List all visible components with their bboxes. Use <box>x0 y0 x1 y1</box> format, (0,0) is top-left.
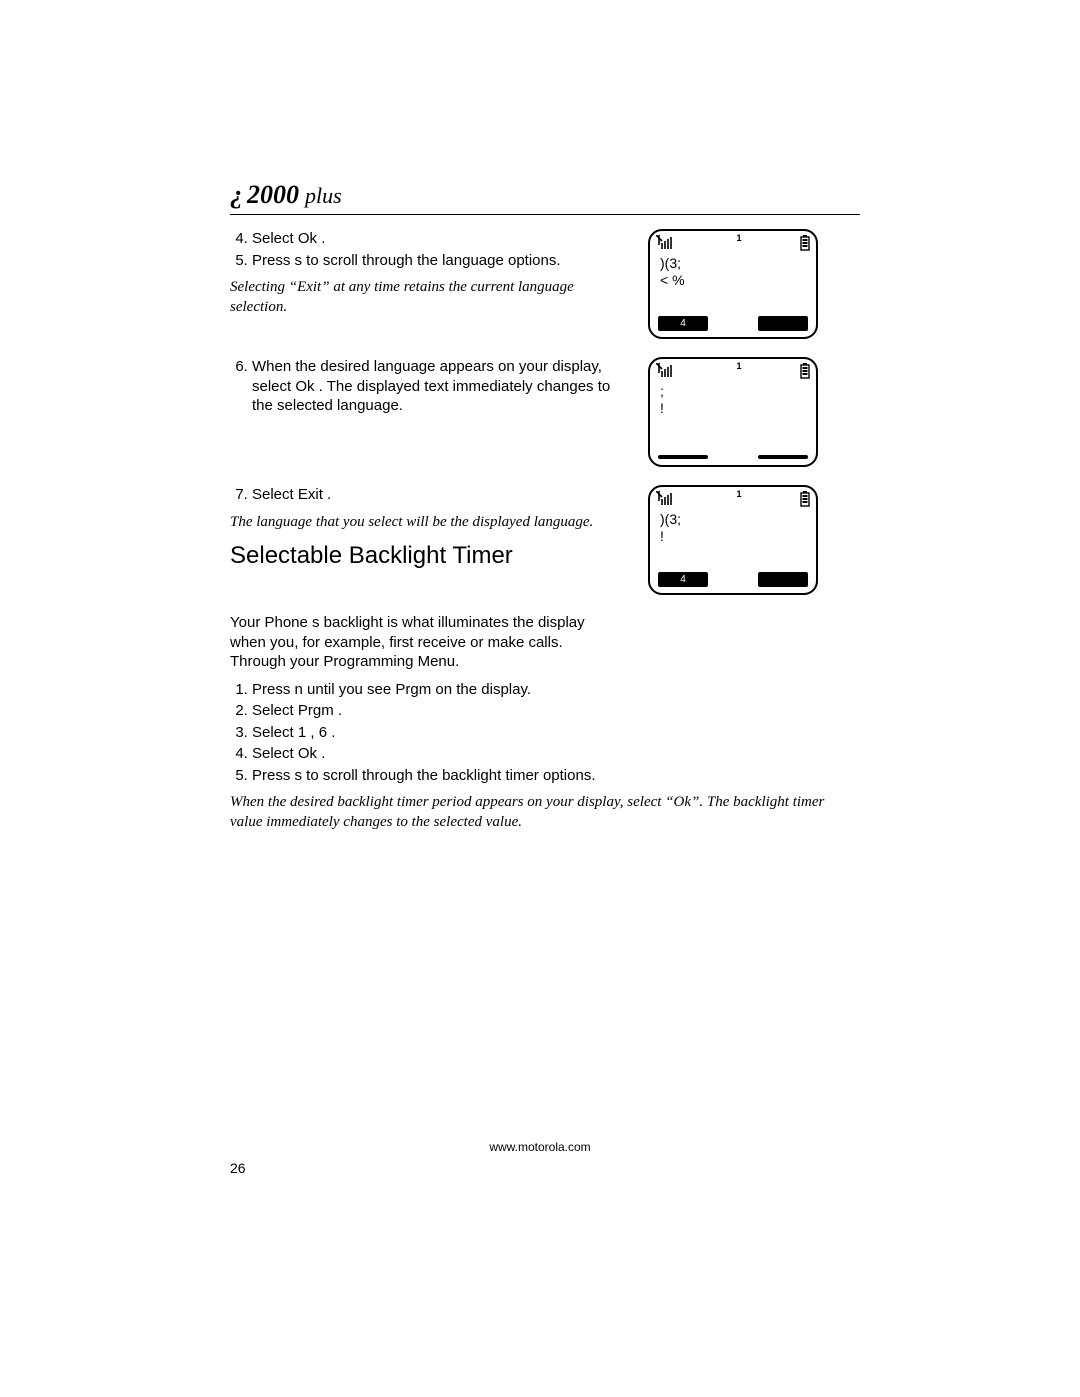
battery-icon <box>800 491 810 507</box>
indicator-1: 1 <box>736 233 741 243</box>
phone-screen-1: 1 )(3; < % 4 <box>648 229 818 339</box>
signal-icon <box>656 363 678 377</box>
left-col-1: Select Ok . Press s to scroll through th… <box>230 229 630 357</box>
content-area: ¿ 2000 plus Select Ok . Press s to scrol… <box>230 180 860 842</box>
screen-line-2: ! <box>660 528 806 545</box>
phone-screen-2: 1 ; ! <box>648 357 818 467</box>
screen-body: )(3; < % <box>660 255 806 289</box>
logo-number: 2000 <box>247 180 299 210</box>
row-1: Select Ok . Press s to scroll through th… <box>230 229 860 357</box>
indicator-1: 1 <box>736 489 741 499</box>
header-rule <box>230 214 860 215</box>
softkey-left <box>658 455 708 459</box>
softkey-left: 4 <box>658 572 708 587</box>
screen-line-1: ; <box>660 383 806 400</box>
battery-icon <box>800 235 810 251</box>
status-bar: 1 <box>656 491 810 509</box>
step-6: When the desired language appears on you… <box>252 357 630 416</box>
screen-body: ; ! <box>660 383 806 417</box>
screen-line-1: )(3; <box>660 255 806 272</box>
left-col-3: Select Exit . The language that you sele… <box>230 485 630 613</box>
step-d-2: Select Prgm . <box>252 701 867 721</box>
right-col-3: 1 )(3; ! 4 <box>648 485 838 613</box>
step-d-3: Select 1 , 6 . <box>252 723 867 743</box>
screen-line-2: < % <box>660 272 806 289</box>
softkeys <box>658 455 808 459</box>
steps-c: Select Exit . <box>230 485 630 505</box>
note-b: The language that you select will be the… <box>230 513 630 533</box>
note-c: When the desired backlight timer period … <box>230 793 845 832</box>
screen-line-1: )(3; <box>660 511 806 528</box>
steps-b: When the desired language appears on you… <box>230 357 630 416</box>
signal-icon <box>656 491 678 505</box>
status-bar: 1 <box>656 363 810 381</box>
steps-d: Press n until you see Prgm on the displa… <box>230 680 867 786</box>
battery-icon <box>800 363 810 379</box>
phone-screen-3: 1 )(3; ! 4 <box>648 485 818 595</box>
logo: ¿ 2000 plus <box>230 180 860 210</box>
softkey-right <box>758 572 808 587</box>
logo-prefix: ¿ <box>230 180 243 210</box>
indicator-1: 1 <box>736 361 741 371</box>
softkey-right <box>758 316 808 331</box>
section-heading: Selectable Backlight Timer <box>230 542 630 570</box>
step-d-4: Select Ok . <box>252 744 867 764</box>
step-d-1: Press n until you see Prgm on the displa… <box>252 680 867 700</box>
status-bar: 1 <box>656 235 810 253</box>
step-4: Select Ok . <box>252 229 630 249</box>
step-5: Press s to scroll through the language o… <box>252 251 630 271</box>
softkey-left: 4 <box>658 316 708 331</box>
step-d-5: Press s to scroll through the backlight … <box>252 766 867 786</box>
screen-line-2: ! <box>660 400 806 417</box>
right-col-2: 1 ; ! <box>648 357 838 485</box>
note-a: Selecting “Exit” at any time retains the… <box>230 278 630 317</box>
softkey-right <box>758 455 808 459</box>
intro-paragraph: Your Phone s backlight is what illuminat… <box>230 613 590 672</box>
logo-suffix: plus <box>305 183 342 209</box>
step-7: Select Exit . <box>252 485 630 505</box>
footer-url: www.motorola.com <box>0 1140 1080 1154</box>
softkeys: 4 <box>658 316 808 331</box>
row-2: When the desired language appears on you… <box>230 357 860 485</box>
right-col-1: 1 )(3; < % 4 <box>648 229 838 357</box>
softkeys: 4 <box>658 572 808 587</box>
row-3: Select Exit . The language that you sele… <box>230 485 860 613</box>
page: ¿ 2000 plus Select Ok . Press s to scrol… <box>0 0 1080 1397</box>
left-col-2: When the desired language appears on you… <box>230 357 630 485</box>
steps-a: Select Ok . Press s to scroll through th… <box>230 229 630 270</box>
signal-icon <box>656 235 678 249</box>
screen-body: )(3; ! <box>660 511 806 545</box>
page-number: 26 <box>230 1160 246 1176</box>
